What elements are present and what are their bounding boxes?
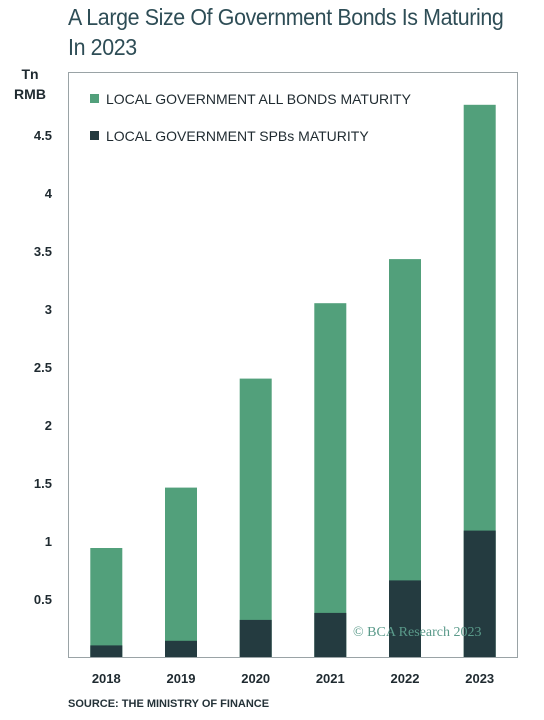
x-tick-label: 2022	[391, 671, 420, 686]
plot-frame	[68, 72, 518, 658]
bar-all-bonds-2021	[314, 303, 347, 657]
x-tick-label: 2021	[316, 671, 345, 686]
y-tick-label: 4.5	[34, 128, 52, 143]
legend-swatch-spbs	[90, 131, 99, 140]
bar-all-bonds-2020	[239, 378, 272, 657]
y-axis-unit-line1: Tn	[21, 66, 39, 82]
y-axis-unit-line2: RMB	[14, 86, 46, 102]
y-tick-label: 0.5	[34, 592, 52, 607]
bar-spbs-2020	[239, 619, 272, 657]
watermark: © BCA Research 2023	[353, 625, 481, 640]
bar-spbs-2019	[165, 640, 197, 657]
x-tick-label: 2019	[167, 671, 196, 686]
y-tick-label: 2.5	[34, 360, 52, 375]
x-tick-label: 2018	[92, 671, 121, 686]
bar-spbs-2018	[90, 645, 123, 657]
chart-title: A Large Size Of Government Bonds Is Matu…	[68, 4, 504, 60]
bar-spbs-2023	[463, 530, 496, 657]
bar-spbs-2021	[314, 612, 347, 657]
x-tick-label: 2020	[241, 671, 270, 686]
legend-swatch-all-bonds	[90, 94, 99, 103]
y-tick-label: 4	[45, 186, 53, 201]
legend-label-spbs: LOCAL GOVERNMENT SPBs MATURITY	[106, 128, 369, 144]
bar-all-bonds-2019	[165, 487, 197, 657]
bar-all-bonds-2018	[90, 548, 123, 657]
x-tick-label: 2023	[465, 671, 494, 686]
y-tick-label: 3	[45, 302, 52, 317]
y-tick-label: 2	[45, 418, 52, 433]
legend-label-all-bonds: LOCAL GOVERNMENT ALL BONDS MATURITY	[106, 91, 412, 107]
source-note: SOURCE: THE MINISTRY OF FINANCE	[68, 698, 270, 710]
y-tick-label: 1.5	[34, 476, 52, 491]
y-tick-label: 1	[45, 534, 52, 549]
bar-spbs-2022	[389, 580, 421, 657]
y-tick-label: 3.5	[34, 244, 52, 259]
